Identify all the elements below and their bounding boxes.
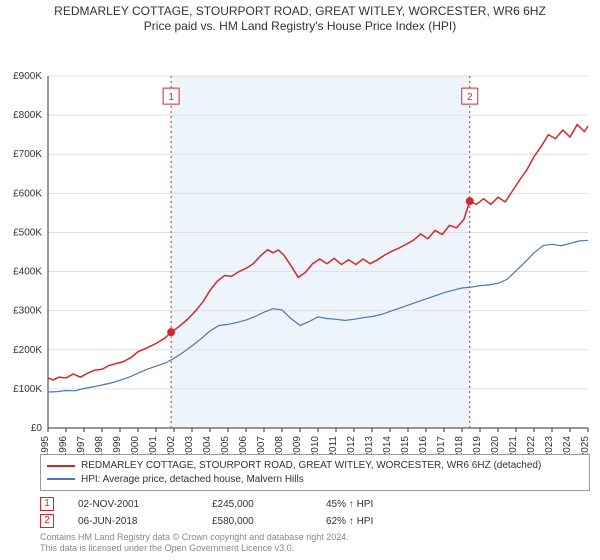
chart-title: REDMARLEY COTTAGE, STOURPORT ROAD, GREAT… <box>0 4 600 19</box>
svg-text:2: 2 <box>467 92 473 103</box>
footer-line: This data is licensed under the Open Gov… <box>40 543 590 554</box>
chart-footer: Contains HM Land Registry data © Crown c… <box>40 532 590 555</box>
svg-text:£700K: £700K <box>13 149 42 160</box>
sale-date: 06-JUN-2018 <box>78 516 188 527</box>
svg-text:2024: 2024 <box>562 436 573 454</box>
svg-text:2011: 2011 <box>328 436 339 454</box>
svg-text:2004: 2004 <box>202 436 213 454</box>
svg-text:1999: 1999 <box>112 436 123 454</box>
svg-text:£600K: £600K <box>13 188 42 199</box>
sale-row: 2 06-JUN-2018 £580,000 62% ↑ HPI <box>40 514 590 528</box>
sale-badge: 2 <box>40 514 54 528</box>
chart-titles: REDMARLEY COTTAGE, STOURPORT ROAD, GREAT… <box>0 0 600 34</box>
svg-text:£800K: £800K <box>13 110 42 121</box>
svg-text:2000: 2000 <box>130 436 141 454</box>
svg-text:2018: 2018 <box>454 436 465 454</box>
sale-delta: 62% ↑ HPI <box>326 516 373 527</box>
svg-text:£0: £0 <box>31 423 43 434</box>
svg-text:1: 1 <box>168 92 174 103</box>
svg-text:£300K: £300K <box>13 306 42 317</box>
legend-swatch <box>47 465 75 467</box>
svg-text:£900K: £900K <box>13 71 42 82</box>
svg-text:£400K: £400K <box>13 267 42 278</box>
svg-text:2002: 2002 <box>166 436 177 454</box>
svg-text:£100K: £100K <box>13 384 42 395</box>
svg-text:2022: 2022 <box>526 436 537 454</box>
svg-text:2012: 2012 <box>346 436 357 454</box>
chart-legend: REDMARLEY COTTAGE, STOURPORT ROAD, GREAT… <box>40 454 590 491</box>
sale-delta: 45% ↑ HPI <box>326 499 373 510</box>
svg-text:2014: 2014 <box>382 436 393 454</box>
svg-text:2006: 2006 <box>238 436 249 454</box>
svg-text:2020: 2020 <box>490 436 501 454</box>
sale-row: 1 02-NOV-2001 £245,000 45% ↑ HPI <box>40 497 590 511</box>
svg-text:2008: 2008 <box>274 436 285 454</box>
svg-text:1998: 1998 <box>94 436 105 454</box>
svg-text:1996: 1996 <box>58 436 69 454</box>
svg-text:2015: 2015 <box>400 436 411 454</box>
svg-text:2007: 2007 <box>256 436 267 454</box>
svg-text:2016: 2016 <box>418 436 429 454</box>
sale-price: £580,000 <box>212 516 302 527</box>
svg-text:2010: 2010 <box>310 436 321 454</box>
svg-text:2005: 2005 <box>220 436 231 454</box>
sale-date: 02-NOV-2001 <box>78 499 188 510</box>
svg-text:2001: 2001 <box>148 436 159 454</box>
legend-item: HPI: Average price, detached house, Malv… <box>47 473 583 487</box>
svg-text:2025: 2025 <box>580 436 591 454</box>
sale-badge: 1 <box>40 497 54 511</box>
svg-text:2003: 2003 <box>184 436 195 454</box>
svg-text:£200K: £200K <box>13 345 42 356</box>
svg-text:£500K: £500K <box>13 227 42 238</box>
svg-text:2021: 2021 <box>508 436 519 454</box>
svg-text:2009: 2009 <box>292 436 303 454</box>
svg-text:1995: 1995 <box>40 436 51 454</box>
page-root: REDMARLEY COTTAGE, STOURPORT ROAD, GREAT… <box>0 0 600 560</box>
legend-swatch <box>47 478 75 480</box>
footer-line: Contains HM Land Registry data © Crown c… <box>40 532 590 543</box>
svg-text:2023: 2023 <box>544 436 555 454</box>
svg-text:1997: 1997 <box>76 436 87 454</box>
legend-item: REDMARLEY COTTAGE, STOURPORT ROAD, GREAT… <box>47 459 583 473</box>
line-chart: £0 £100K £200K £300K £400K £500K £600K £700K £80… <box>0 34 600 454</box>
chart-subtitle: Price paid vs. HM Land Registry's House … <box>0 19 600 34</box>
chart-area: £0 £100K £200K £300K £400K £500K £600K £700K £80… <box>0 34 600 454</box>
legend-label: REDMARLEY COTTAGE, STOURPORT ROAD, GREAT… <box>81 459 541 473</box>
svg-text:2013: 2013 <box>364 436 375 454</box>
legend-label: HPI: Average price, detached house, Malv… <box>81 473 304 487</box>
sale-price: £245,000 <box>212 499 302 510</box>
sales-list: 1 02-NOV-2001 £245,000 45% ↑ HPI 2 06-JUN-201… <box>40 497 590 528</box>
svg-text:2019: 2019 <box>472 436 483 454</box>
svg-text:2017: 2017 <box>436 436 447 454</box>
